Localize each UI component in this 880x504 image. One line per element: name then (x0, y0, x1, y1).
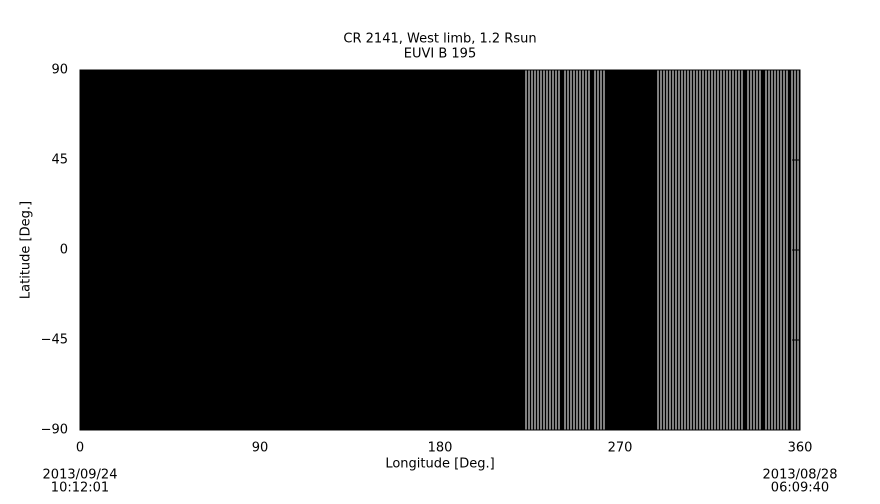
stripe (681, 70, 683, 430)
stripe (525, 70, 527, 430)
stripe (528, 70, 530, 430)
stripe (594, 70, 596, 430)
stripe (732, 70, 734, 430)
y-tick-label: 90 (51, 63, 68, 78)
stripe (738, 70, 740, 430)
stripe (546, 70, 548, 430)
stripe (678, 70, 680, 430)
stripe (666, 70, 668, 430)
stripe (555, 70, 557, 430)
stripe (567, 70, 569, 430)
stripe (537, 70, 539, 430)
stripe (597, 70, 599, 430)
chart-title: CR 2141, West limb, 1.2 Rsun (343, 32, 536, 47)
y-tick-label: 0 (60, 243, 68, 258)
x-tick-label: 90 (252, 441, 269, 456)
end-date: 2013/08/28 (763, 468, 838, 483)
stripe (543, 70, 545, 430)
stripe (756, 70, 758, 430)
stripe (753, 70, 755, 430)
stripe (777, 70, 779, 430)
stripe (663, 70, 665, 430)
stripe (564, 70, 566, 430)
stripe (690, 70, 692, 430)
start-date: 2013/09/24 (43, 468, 118, 483)
stripe (573, 70, 575, 430)
chart-subtitle: EUVI B 195 (404, 47, 476, 62)
stripe (549, 70, 551, 430)
plot-background (80, 70, 800, 430)
y-tick-label: 45 (51, 153, 68, 168)
stripe (588, 70, 590, 430)
stripe (579, 70, 581, 430)
stripe (702, 70, 704, 430)
stripe (693, 70, 695, 430)
stripe (747, 70, 749, 430)
stripe (660, 70, 662, 430)
y-tick-label: −45 (41, 333, 68, 348)
stripe (717, 70, 719, 430)
y-axis-label: Latitude [Deg.] (19, 201, 34, 299)
stripe (669, 70, 671, 430)
x-axis-label: Longitude [Deg.] (385, 457, 494, 472)
stripe (696, 70, 698, 430)
stripe (771, 70, 773, 430)
stripe (603, 70, 605, 430)
stripe (582, 70, 584, 430)
stripe (783, 70, 785, 430)
stripe (711, 70, 713, 430)
stripe (714, 70, 716, 430)
stripe (531, 70, 533, 430)
x-tick-label: 360 (788, 441, 813, 456)
stripe (699, 70, 701, 430)
stripe (558, 70, 560, 430)
x-tick-label: 180 (428, 441, 453, 456)
stripe (687, 70, 689, 430)
stripe (759, 70, 761, 430)
stripe (774, 70, 776, 430)
stripe (750, 70, 752, 430)
stripe (720, 70, 722, 430)
stripe (741, 70, 743, 430)
stripe (600, 70, 602, 430)
stripe (780, 70, 782, 430)
stripe (534, 70, 536, 430)
stripe (786, 70, 788, 430)
start-time: 10:12:01 (51, 481, 109, 496)
stripe (705, 70, 707, 430)
stripe (735, 70, 737, 430)
x-tick-label: 0 (76, 441, 84, 456)
stripe (576, 70, 578, 430)
stripe (585, 70, 587, 430)
stripe (540, 70, 542, 430)
x-tick-label: 270 (608, 441, 633, 456)
stripe (552, 70, 554, 430)
stripe (723, 70, 725, 430)
stripe (708, 70, 710, 430)
stripe (726, 70, 728, 430)
stripe (729, 70, 731, 430)
end-time: 06:09:40 (771, 481, 829, 496)
stripe (657, 70, 659, 430)
stripe (768, 70, 770, 430)
stripe (675, 70, 677, 430)
stripe (672, 70, 674, 430)
stripe (765, 70, 767, 430)
stripe (684, 70, 686, 430)
y-tick-label: −90 (41, 423, 68, 438)
stripe (570, 70, 572, 430)
